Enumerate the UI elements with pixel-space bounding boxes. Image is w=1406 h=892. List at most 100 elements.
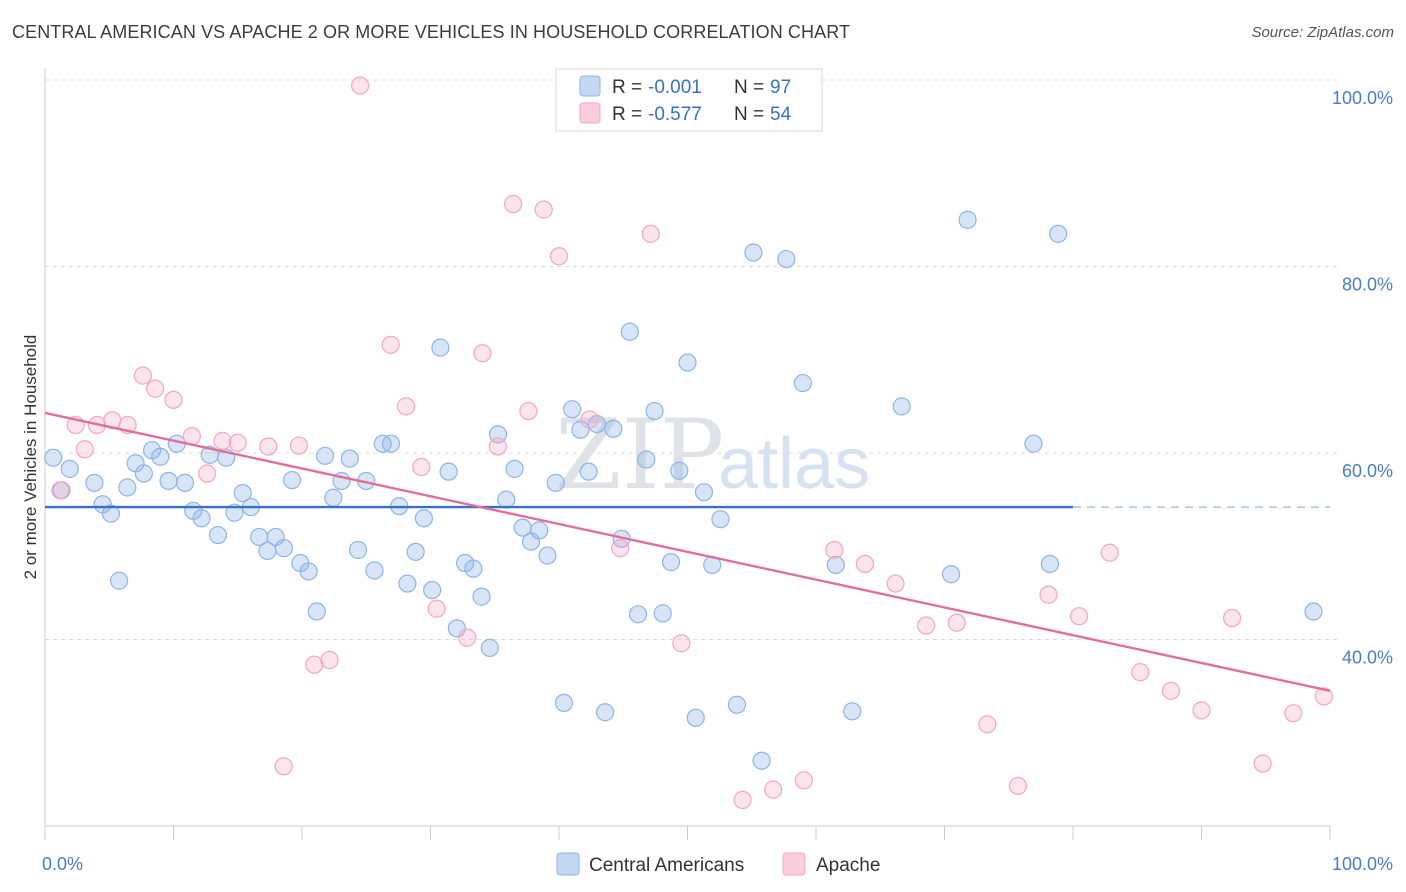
apache-point-37 <box>794 771 813 790</box>
apache-point-11 <box>213 431 232 450</box>
apache-point-32 <box>641 224 660 243</box>
tick-labels: 40.0% 60.0% 80.0% 100.0% 0.0% 100.0% <box>42 88 1393 874</box>
central-americans-point-20 <box>225 503 244 522</box>
apache-point-15 <box>289 436 309 455</box>
apache-point-27 <box>519 401 538 421</box>
central-americans-point-74 <box>670 461 689 480</box>
apache-point-18 <box>351 76 370 95</box>
legend-r-value-2: -0.577 <box>648 104 702 125</box>
apache-point-12 <box>228 433 247 452</box>
chart-title: CENTRAL AMERICAN VS APACHE 2 OR MORE VEH… <box>12 22 851 42</box>
central-americans-point-34 <box>340 449 359 468</box>
apache-point-46 <box>1070 607 1089 626</box>
apache-point-13 <box>259 437 278 456</box>
apache-point-17 <box>320 650 339 670</box>
central-americans-point-73 <box>661 553 681 572</box>
central-americans-point-92 <box>1049 224 1068 243</box>
central-americans-point-46 <box>439 462 458 481</box>
apache-point-43 <box>978 715 997 734</box>
central-americans-point-77 <box>694 483 714 502</box>
central-americans-point-14 <box>175 473 195 492</box>
axes <box>44 68 1331 840</box>
apache-point-28 <box>534 200 553 219</box>
central-americans-point-83 <box>777 249 796 269</box>
apache-point-51 <box>1222 608 1242 628</box>
legend-swatch-central-americans <box>579 75 601 97</box>
central-americans-point-90 <box>1024 434 1043 453</box>
apache-point-16 <box>305 655 324 674</box>
apache-point-44 <box>1008 776 1028 796</box>
apache-point-7 <box>146 379 165 398</box>
apache-point-2 <box>75 440 94 459</box>
central-americans-point-89 <box>958 210 977 229</box>
central-americans-point-51 <box>480 638 499 657</box>
legend-bottom-swatch-apache <box>782 852 806 876</box>
trend-line-apache <box>44 411 1331 692</box>
central-americans-point-35 <box>348 540 368 560</box>
legend-r-label-1: R = <box>612 77 642 98</box>
apache-point-14 <box>274 757 293 776</box>
central-americans-point-31 <box>315 446 335 465</box>
apache-point-54 <box>1314 687 1333 706</box>
x-tick-label-0: 0.0% <box>42 854 83 874</box>
central-americans-point-37 <box>365 561 384 580</box>
apache-point-45 <box>1039 585 1058 604</box>
legend-bottom-label-apache: Apache <box>816 855 880 876</box>
apache-point-0 <box>51 481 70 500</box>
central-americans-point-61 <box>563 400 582 419</box>
apache-point-42 <box>947 613 966 632</box>
central-americans-point-39 <box>381 434 401 453</box>
central-americans-point-91 <box>1040 554 1060 574</box>
legend-n-label-2: N = <box>734 104 764 125</box>
central-americans-point-88 <box>941 565 961 584</box>
central-americans-point-85 <box>826 555 845 575</box>
chart-source: Source: ZipAtlas.com <box>1251 24 1394 41</box>
apache-point-36 <box>764 780 783 799</box>
apache-point-26 <box>504 194 523 214</box>
apache-point-22 <box>427 599 446 618</box>
legend-r-value-1: -0.001 <box>648 77 702 98</box>
central-americans-point-71 <box>645 401 664 421</box>
apache-point-31 <box>611 539 630 558</box>
trend-lines <box>44 411 1331 692</box>
central-americans-point-70 <box>637 450 656 469</box>
central-americans-point-27 <box>283 470 302 490</box>
legend-swatch-apache <box>579 102 601 124</box>
y-tick-label-2: 80.0% <box>1342 275 1393 295</box>
apache-point-24 <box>473 344 492 363</box>
legend-stats: R = -0.001 N = 97 R = -0.577 N = 54 <box>555 68 823 132</box>
central-americans-point-7 <box>118 478 137 497</box>
legend-r-label-2: R = <box>612 104 642 125</box>
apache-point-52 <box>1253 754 1272 773</box>
apache-point-8 <box>164 390 183 409</box>
central-americans-point-86 <box>843 702 862 721</box>
central-americans-point-49 <box>464 559 483 578</box>
central-americans-point-44 <box>423 580 442 600</box>
apache-point-39 <box>855 554 875 574</box>
y-axis-label: 2 or more Vehicles in Household <box>21 335 40 580</box>
central-americans-point-18 <box>208 525 228 545</box>
legend-bottom-swatch-central-americans <box>556 852 580 876</box>
apache-point-29 <box>549 247 569 266</box>
central-americans-point-9 <box>134 464 153 483</box>
central-americans-point-30 <box>307 602 326 621</box>
central-americans-point-79 <box>711 510 730 529</box>
central-americans-point-29 <box>299 562 318 581</box>
y-tick-label-1: 60.0% <box>1342 461 1393 481</box>
central-americans-point-57 <box>530 521 549 540</box>
central-americans-point-63 <box>579 462 598 481</box>
apache-point-25 <box>488 437 507 456</box>
central-americans-point-16 <box>192 509 211 528</box>
central-americans-point-43 <box>414 509 434 528</box>
central-americans-point-75 <box>678 353 697 372</box>
central-americans-point-68 <box>620 322 639 341</box>
central-americans-point-87 <box>892 397 911 416</box>
apache-point-21 <box>412 457 431 477</box>
apache-point-47 <box>1100 543 1119 562</box>
apache-point-48 <box>1131 663 1150 682</box>
central-americans-point-3 <box>85 473 104 492</box>
watermark-atlas: atlas <box>718 424 870 504</box>
central-americans-point-42 <box>406 542 425 561</box>
central-americans-point-21 <box>233 483 252 503</box>
central-americans-point-54 <box>505 459 524 478</box>
